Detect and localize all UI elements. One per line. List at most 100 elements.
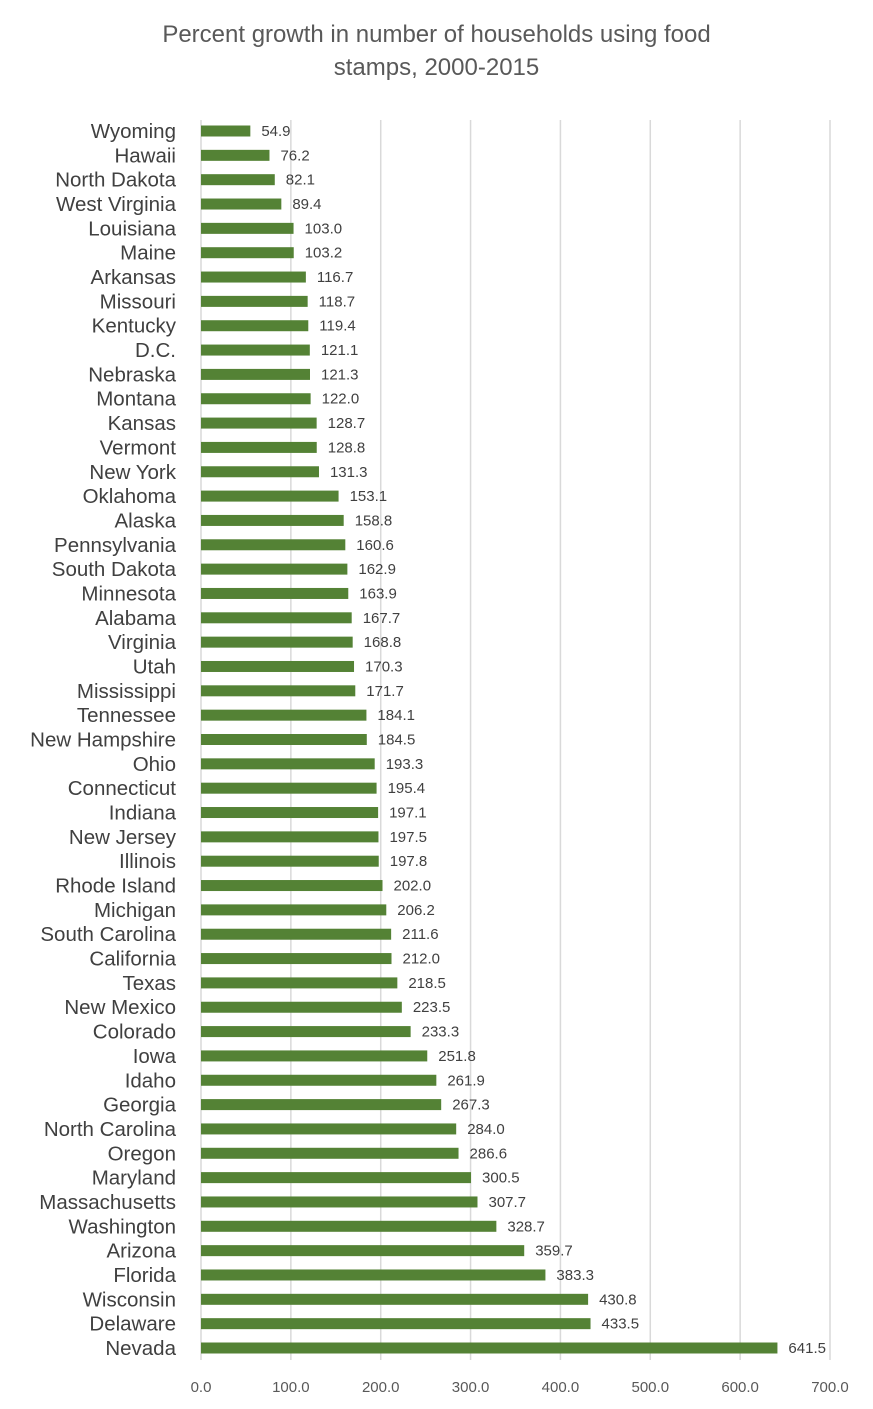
category-label: Illinois <box>119 850 176 873</box>
data-label: 251.8 <box>438 1048 476 1065</box>
category-label: Missouri <box>100 290 176 313</box>
bar <box>201 514 344 526</box>
category-label: Alaska <box>114 509 176 532</box>
bar <box>201 758 375 770</box>
bars <box>201 125 778 1354</box>
data-label: 119.4 <box>319 318 355 335</box>
data-label: 170.3 <box>365 658 403 675</box>
bar <box>201 466 319 478</box>
category-label: Florida <box>113 1264 176 1287</box>
category-label: Connecticut <box>68 777 177 800</box>
category-label: North Carolina <box>44 1118 177 1141</box>
data-label: 118.7 <box>319 293 355 310</box>
data-label: 128.8 <box>328 439 366 456</box>
bar <box>201 247 294 259</box>
category-label: South Dakota <box>52 558 177 581</box>
data-label: 89.4 <box>292 196 321 213</box>
category-label: Hawaii <box>114 144 176 167</box>
bar <box>201 1318 591 1330</box>
bar <box>201 685 356 697</box>
data-label: 193.3 <box>386 756 424 773</box>
category-label: New York <box>89 461 176 484</box>
data-label: 153.1 <box>350 488 388 505</box>
category-label: Arkansas <box>91 266 176 289</box>
x-tick-label: 500.0 <box>632 1379 670 1396</box>
chart-title: Percent growth in number of households u… <box>0 18 873 84</box>
bar <box>201 271 306 283</box>
bar <box>201 855 379 867</box>
category-label: Colorado <box>93 1021 176 1044</box>
bar <box>201 222 294 234</box>
data-label: 171.7 <box>366 683 404 700</box>
x-tick-label: 700.0 <box>811 1379 849 1396</box>
bar <box>201 368 310 380</box>
category-label: Kansas <box>108 412 176 435</box>
data-label: 167.7 <box>363 610 401 627</box>
x-tick-label: 200.0 <box>362 1379 400 1396</box>
category-label: Iowa <box>133 1045 177 1068</box>
bar <box>201 1099 442 1111</box>
x-tick-label: 600.0 <box>721 1379 759 1396</box>
category-label: Ohio <box>133 753 176 776</box>
category-label: Utah <box>133 655 176 678</box>
bar <box>201 417 317 429</box>
data-label: 218.5 <box>408 975 446 992</box>
bar <box>201 1050 428 1062</box>
category-label: Georgia <box>103 1094 177 1117</box>
bar <box>201 953 392 965</box>
bar <box>201 295 308 307</box>
data-label: 195.4 <box>388 780 426 797</box>
bar <box>201 1123 457 1135</box>
bar <box>201 1074 437 1086</box>
data-label: 433.5 <box>602 1316 640 1333</box>
category-label: Alabama <box>95 607 177 630</box>
data-label: 197.8 <box>390 853 428 870</box>
category-label: Delaware <box>89 1313 176 1336</box>
category-label: Maryland <box>92 1167 176 1190</box>
data-label: 284.0 <box>467 1121 505 1138</box>
bar <box>201 1026 411 1038</box>
data-label: 121.1 <box>321 342 359 359</box>
category-label: Washington <box>69 1215 177 1238</box>
data-label: 184.1 <box>377 707 415 724</box>
category-label: Michigan <box>94 899 176 922</box>
category-label: Oregon <box>108 1142 176 1165</box>
bar <box>201 563 348 575</box>
data-label: 163.9 <box>359 585 397 602</box>
category-label: Vermont <box>100 436 177 459</box>
x-tick-label: 0.0 <box>191 1379 212 1396</box>
category-label: D.C. <box>135 339 176 362</box>
category-label: Minnesota <box>81 582 176 605</box>
category-label: Wisconsin <box>83 1288 176 1311</box>
data-label: 359.7 <box>535 1243 573 1260</box>
bar <box>201 1147 459 1159</box>
data-label: 307.7 <box>488 1194 526 1211</box>
category-label: Nevada <box>105 1337 176 1360</box>
data-label: 328.7 <box>507 1218 545 1235</box>
data-label: 122.0 <box>322 391 360 408</box>
data-label: 261.9 <box>447 1072 485 1089</box>
bar <box>201 149 270 161</box>
data-label: 211.6 <box>402 926 438 943</box>
data-label: 286.6 <box>470 1145 508 1162</box>
data-label: 300.5 <box>482 1170 520 1187</box>
data-label: 212.0 <box>402 951 440 968</box>
category-label: Virginia <box>108 631 177 654</box>
bar <box>201 1269 546 1281</box>
category-label: South Carolina <box>40 923 176 946</box>
category-label: California <box>89 948 176 971</box>
gridlines <box>200 120 831 1360</box>
data-label: 202.0 <box>394 878 432 895</box>
data-label: 103.0 <box>305 220 343 237</box>
data-label: 116.7 <box>317 269 353 286</box>
chart-title-line-1: Percent growth in number of households u… <box>162 21 711 48</box>
x-tick-label: 100.0 <box>272 1379 310 1396</box>
data-label: 430.8 <box>599 1291 637 1308</box>
category-label: North Dakota <box>55 169 176 192</box>
category-label: Louisiana <box>88 217 176 240</box>
data-label: 197.1 <box>389 805 427 822</box>
bar <box>201 807 379 819</box>
data-label: 197.5 <box>389 829 427 846</box>
